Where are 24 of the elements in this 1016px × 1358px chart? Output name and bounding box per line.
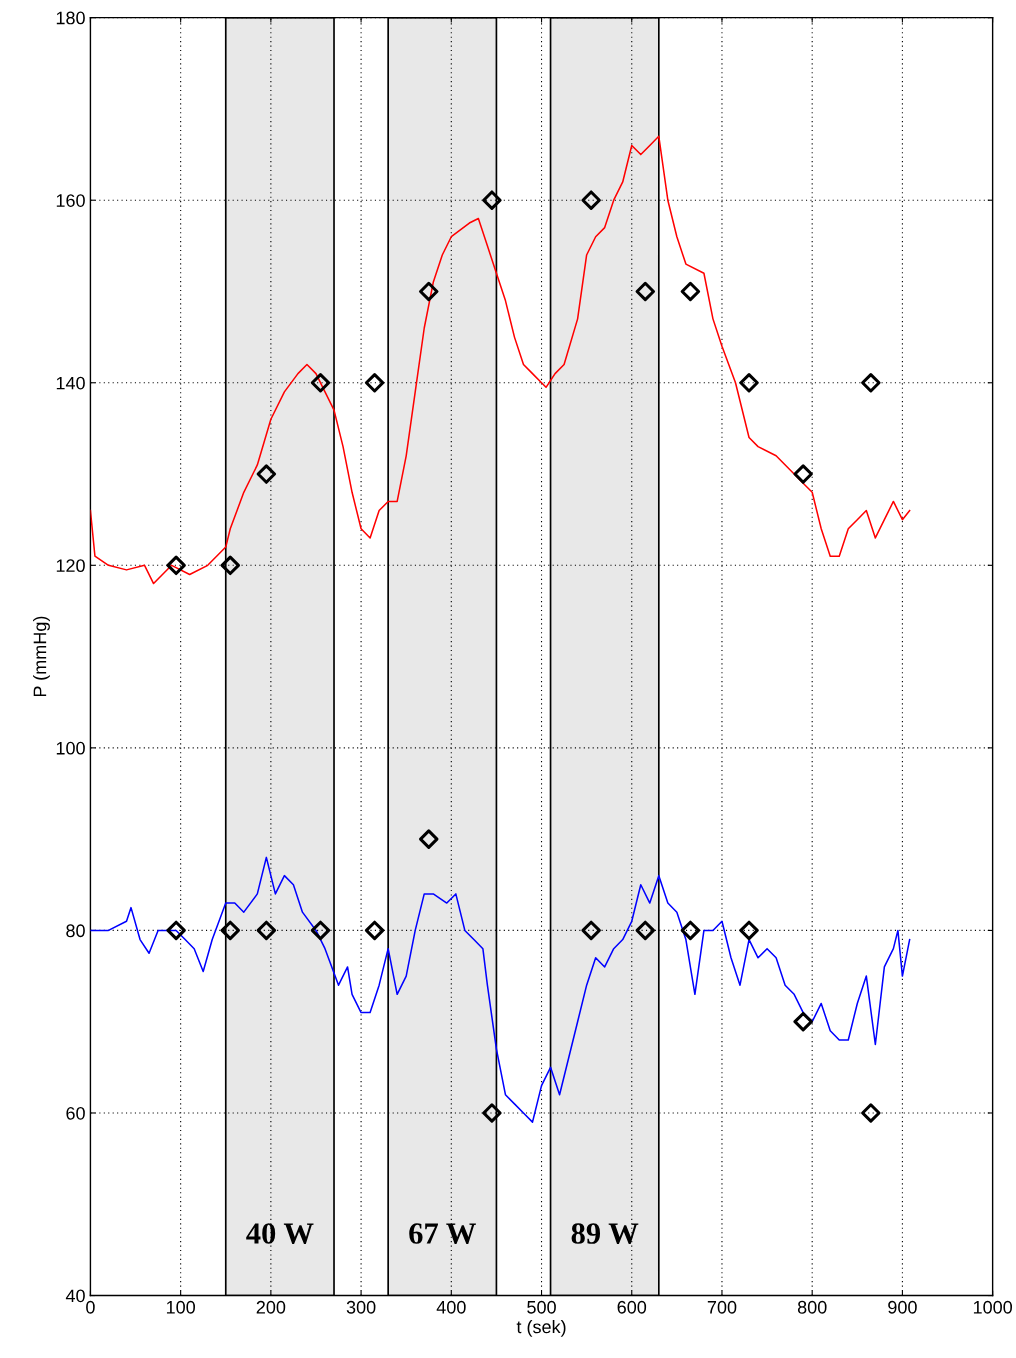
band-label: 67 W xyxy=(409,1223,476,1245)
y-tick-label: 40 xyxy=(65,1289,85,1303)
x-tick-label: 1000 xyxy=(973,1300,1013,1314)
x-tick-label: 900 xyxy=(888,1300,917,1314)
x-tick-label: 200 xyxy=(256,1300,286,1314)
x-tick-label: 0 xyxy=(86,1300,95,1314)
x-axis-title: t (sek) xyxy=(516,1320,566,1337)
y-tick-label: 160 xyxy=(56,194,85,207)
x-tick-label: 100 xyxy=(166,1300,195,1314)
y-axis-title: P (mmHg) xyxy=(33,616,50,697)
x-tick-label: 700 xyxy=(707,1300,737,1314)
band-label: 40 W xyxy=(246,1223,314,1245)
y-tick-label: 100 xyxy=(56,741,85,755)
y-tick-label: 140 xyxy=(56,376,85,390)
x-tick-label: 400 xyxy=(436,1300,466,1314)
x-tick-label: 300 xyxy=(346,1300,376,1314)
x-tick-label: 800 xyxy=(797,1300,827,1314)
y-tick-label: 60 xyxy=(66,1106,85,1120)
y-tick-label: 180 xyxy=(56,11,85,25)
y-tick-label: 80 xyxy=(66,924,85,938)
x-tick-label: 500 xyxy=(527,1300,556,1314)
y-tick-label: 120 xyxy=(56,559,85,573)
band-label: 89 W xyxy=(571,1223,639,1245)
x-tick-label: 600 xyxy=(617,1300,647,1314)
